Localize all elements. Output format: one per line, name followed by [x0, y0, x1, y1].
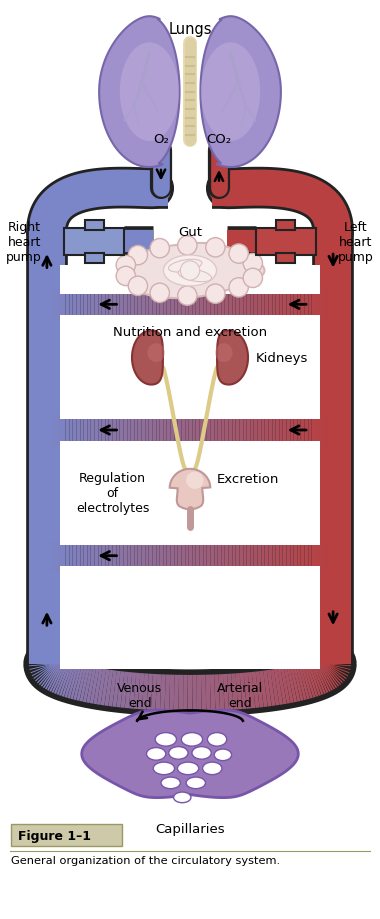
Ellipse shape [153, 762, 174, 775]
Text: CO₂: CO₂ [206, 132, 231, 145]
Circle shape [128, 246, 147, 266]
Ellipse shape [203, 762, 222, 775]
Circle shape [178, 236, 197, 255]
FancyBboxPatch shape [256, 229, 316, 255]
Polygon shape [99, 17, 180, 168]
Ellipse shape [186, 777, 206, 789]
Bar [60, 441, 320, 546]
Text: Excretion: Excretion [217, 472, 279, 485]
Circle shape [243, 269, 263, 289]
Circle shape [206, 238, 225, 257]
Ellipse shape [147, 748, 166, 760]
Bar [85, 254, 104, 264]
Ellipse shape [163, 255, 217, 287]
Text: Left
heart
pump: Left heart pump [338, 221, 374, 264]
Bar [60, 315, 320, 420]
Ellipse shape [147, 344, 165, 363]
Bar [60, 567, 320, 669]
Polygon shape [132, 331, 163, 385]
Ellipse shape [180, 262, 200, 281]
FancyBboxPatch shape [11, 824, 122, 845]
Text: Kidneys: Kidneys [256, 352, 308, 365]
Circle shape [150, 239, 169, 258]
Ellipse shape [214, 749, 231, 761]
Polygon shape [129, 244, 264, 299]
Polygon shape [217, 331, 248, 385]
Text: Arterial
end: Arterial end [217, 682, 263, 709]
Ellipse shape [155, 732, 176, 746]
Ellipse shape [168, 260, 202, 273]
Text: General organization of the circulatory system.: General organization of the circulatory … [11, 856, 280, 866]
Polygon shape [120, 43, 179, 142]
Polygon shape [82, 710, 298, 798]
Ellipse shape [174, 792, 191, 803]
Text: Venous
end: Venous end [117, 682, 162, 709]
Text: Right
heart
pump: Right heart pump [6, 221, 42, 264]
Text: Figure 1–1: Figure 1–1 [18, 829, 91, 842]
FancyBboxPatch shape [64, 229, 124, 255]
Circle shape [178, 287, 197, 306]
Circle shape [116, 267, 136, 287]
Circle shape [206, 285, 225, 304]
Text: Nutrition and excretion: Nutrition and excretion [113, 325, 267, 338]
Text: O₂: O₂ [153, 132, 169, 145]
Text: Regulation
of
electrolytes: Regulation of electrolytes [76, 471, 149, 515]
Circle shape [150, 284, 169, 303]
Text: Lungs: Lungs [168, 22, 212, 38]
Ellipse shape [186, 472, 204, 490]
Text: Capillaries: Capillaries [155, 822, 225, 834]
Bar [85, 221, 104, 231]
Circle shape [229, 278, 249, 298]
Ellipse shape [169, 747, 188, 759]
Bar [60, 266, 320, 294]
Polygon shape [201, 43, 260, 142]
Text: Gut: Gut [178, 226, 202, 239]
Polygon shape [170, 470, 210, 510]
Ellipse shape [178, 269, 212, 282]
Ellipse shape [181, 732, 203, 746]
Circle shape [243, 254, 263, 274]
Ellipse shape [177, 762, 199, 775]
Ellipse shape [215, 344, 233, 363]
Circle shape [128, 277, 147, 296]
Bar [276, 254, 295, 264]
Ellipse shape [161, 777, 180, 789]
Circle shape [229, 244, 249, 264]
Circle shape [116, 256, 136, 276]
Ellipse shape [207, 732, 227, 746]
Polygon shape [200, 17, 281, 168]
Ellipse shape [192, 747, 211, 759]
Bar [276, 221, 295, 231]
